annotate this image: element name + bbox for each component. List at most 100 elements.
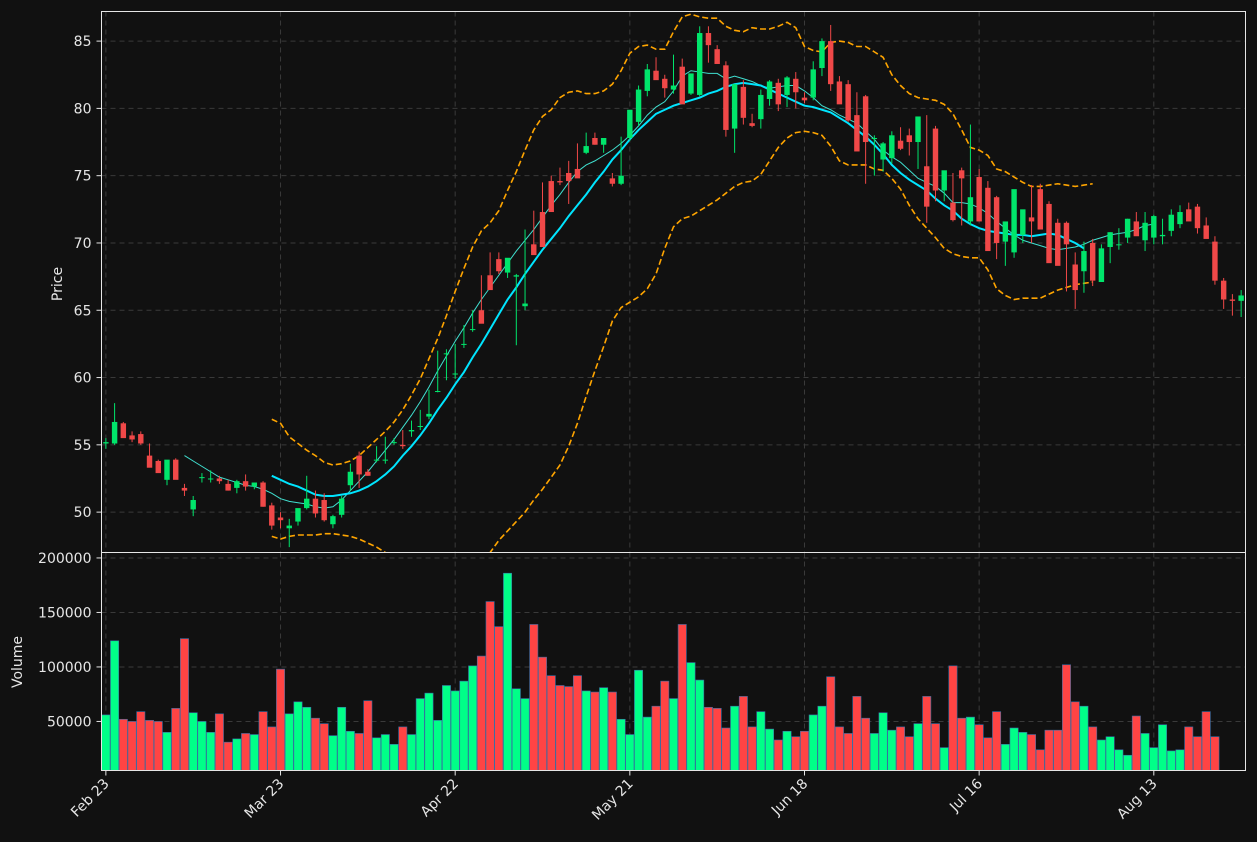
volume-bar <box>765 728 775 771</box>
volume-bar <box>153 721 163 771</box>
candle-body <box>277 517 284 521</box>
volume-bar <box>590 691 600 771</box>
volume-bar <box>913 723 923 771</box>
candle-body <box>932 128 939 191</box>
volume-bar <box>1062 664 1071 771</box>
candle-body <box>766 81 773 99</box>
candle-body <box>1177 212 1183 225</box>
candle-body <box>295 508 301 522</box>
candle-body <box>469 329 476 331</box>
candle-body <box>1107 232 1113 248</box>
candle-body <box>880 143 886 160</box>
volume-bar <box>197 721 207 771</box>
candle-body <box>836 81 843 105</box>
volume-bar <box>817 705 827 771</box>
volume-bar <box>363 700 373 771</box>
candle-body <box>1020 209 1026 235</box>
volume-bar <box>738 696 748 771</box>
volume-bar <box>555 685 565 771</box>
candle-body <box>1002 221 1009 242</box>
volume-bar <box>188 712 198 771</box>
candle-body <box>627 109 633 139</box>
volume-bar <box>887 729 897 771</box>
candle-body <box>1142 222 1148 241</box>
candle-body <box>557 181 563 183</box>
candle-body <box>1011 189 1017 253</box>
price-tick-label: 60 <box>74 371 92 387</box>
volume-panel <box>101 572 1220 771</box>
candle-body <box>592 138 598 145</box>
volume-bar <box>826 676 836 771</box>
candle-body <box>548 181 554 213</box>
volume-bar <box>939 747 949 771</box>
volume-bar <box>1018 732 1028 771</box>
volume-bar <box>773 739 783 771</box>
volume-bar <box>712 708 722 771</box>
volume-bar <box>660 680 670 771</box>
volume-bar <box>730 705 740 771</box>
candle-body <box>784 77 790 95</box>
volume-bar <box>302 706 312 771</box>
volume-bar <box>118 718 128 771</box>
volume-bar <box>957 717 967 771</box>
candle-body <box>985 187 991 252</box>
volume-bar <box>127 721 137 771</box>
candle-body <box>993 197 1000 243</box>
volume-bar <box>110 640 120 771</box>
volume-bar <box>1210 736 1220 771</box>
volume-bar <box>441 685 451 771</box>
volume-bar <box>258 711 268 771</box>
volume-bar <box>564 686 574 771</box>
price-y-axis: 50 55 60 65 70 75 80 85 <box>74 34 102 521</box>
volume-bar <box>546 675 556 771</box>
candle-body <box>225 483 231 491</box>
candle-body <box>1063 222 1070 245</box>
candle-body <box>967 197 974 222</box>
candle-body <box>304 498 310 509</box>
candle-body <box>513 275 520 277</box>
candle-body <box>1212 241 1218 281</box>
volume-bar <box>756 711 766 771</box>
volume-bar <box>276 668 285 771</box>
volume-bar <box>695 679 705 771</box>
volume-bar <box>1053 729 1063 771</box>
candle-body <box>565 172 572 182</box>
candle-body <box>723 65 729 130</box>
candle-body <box>793 78 799 93</box>
volume-bar <box>232 738 242 771</box>
price-tick-label: 70 <box>74 236 92 252</box>
volume-bar <box>450 690 460 771</box>
volume-bar <box>459 680 469 771</box>
price-tick-label: 65 <box>74 303 92 319</box>
candle-body <box>871 138 878 140</box>
moving-averages <box>184 70 1154 509</box>
volume-tick-label: 50000 <box>47 714 92 730</box>
candle-body <box>897 140 904 149</box>
candle-body <box>251 482 258 487</box>
volume-bar <box>607 691 617 771</box>
candle-body <box>1124 218 1131 238</box>
volume-bar <box>1070 701 1080 771</box>
volume-bar <box>1088 726 1098 771</box>
volume-bar <box>843 733 853 771</box>
price-tick-label: 50 <box>74 505 92 521</box>
candle-body <box>924 166 930 207</box>
candle-body <box>1168 214 1174 231</box>
volume-bar <box>284 713 294 771</box>
candle-body <box>400 444 406 447</box>
candle-body <box>915 116 921 143</box>
volume-bar <box>433 720 443 771</box>
price-tick-label: 85 <box>74 34 92 50</box>
volume-bar <box>634 669 644 771</box>
volume-bar <box>345 730 355 771</box>
volume-bar <box>616 718 626 771</box>
candle-body <box>138 434 144 444</box>
volume-bar <box>931 723 940 771</box>
volume-bar <box>503 572 513 771</box>
volume-bar <box>651 705 661 771</box>
candle-body <box>976 177 982 222</box>
candle-body <box>207 478 214 480</box>
candle-body <box>478 310 485 324</box>
volume-bar <box>791 736 801 771</box>
volume-tick-label: 150000 <box>38 605 91 621</box>
